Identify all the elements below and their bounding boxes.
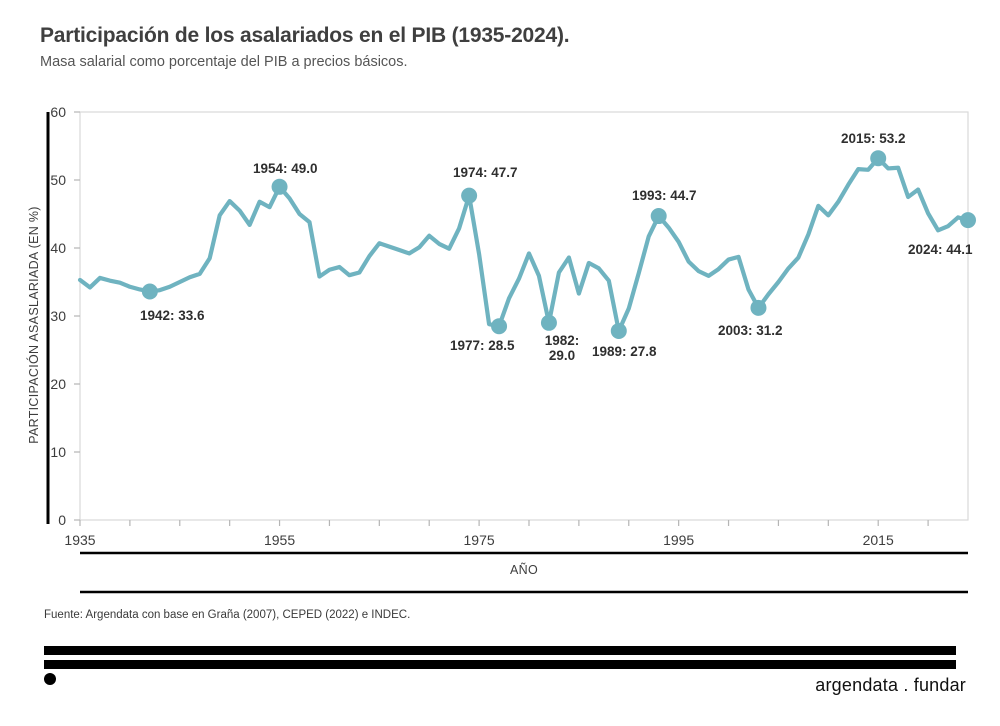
- series-line: [77, 156, 971, 334]
- page-subtitle: Masa salarial como porcentaje del PIB a …: [40, 54, 408, 70]
- data-point-marker: [650, 208, 667, 225]
- source-note: Fuente: Argendata con base en Graña (200…: [44, 609, 411, 621]
- footer-dot: [44, 673, 56, 685]
- data-point-marker: [141, 283, 158, 300]
- x-tick-marks: [79, 520, 929, 526]
- series-markers: [141, 150, 976, 339]
- data-point-marker: [960, 212, 976, 229]
- footer-bar-bottom: [44, 660, 956, 669]
- footer-bar-top: [44, 646, 956, 655]
- data-point-marker: [870, 150, 887, 167]
- data-point-marker: [540, 314, 557, 331]
- data-point-marker: [271, 178, 288, 195]
- data-point-marker: [461, 187, 478, 204]
- brand-logo: argendata . fundar: [815, 675, 966, 695]
- page-title: Participación de los asalariados en el P…: [40, 24, 570, 47]
- plot-border: [79, 111, 969, 521]
- data-point-marker: [610, 322, 627, 339]
- data-point-marker: [750, 299, 767, 316]
- y-tick-marks: [74, 111, 80, 521]
- data-point-marker: [491, 318, 508, 335]
